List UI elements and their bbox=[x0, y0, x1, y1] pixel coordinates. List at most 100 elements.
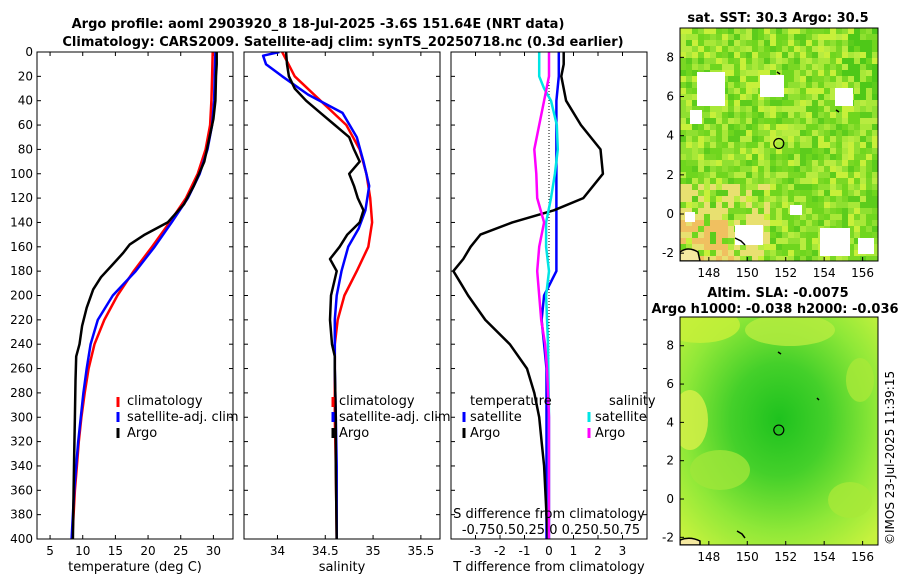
sst-cell bbox=[728, 64, 734, 70]
sst-cell bbox=[704, 196, 710, 202]
sst-cell bbox=[776, 220, 782, 226]
sst-cell bbox=[752, 88, 758, 94]
sst-cell bbox=[776, 226, 782, 232]
depth-tick-label: 180 bbox=[10, 264, 33, 278]
sst-cell bbox=[698, 124, 704, 130]
sst-cell bbox=[710, 244, 716, 250]
sst-cell bbox=[704, 220, 710, 226]
sst-cell bbox=[740, 202, 746, 208]
sst-cell bbox=[872, 28, 878, 34]
sst-cell bbox=[830, 184, 836, 190]
sst-cell bbox=[812, 208, 818, 214]
sst-cell bbox=[800, 160, 806, 166]
sst-cell bbox=[740, 172, 746, 178]
lon-tick-label: 156 bbox=[851, 550, 874, 564]
sst-cell bbox=[866, 94, 872, 100]
depth-tick-label: 340 bbox=[10, 459, 33, 473]
sst-cell bbox=[698, 40, 704, 46]
sst-cell bbox=[734, 40, 740, 46]
sst-cell bbox=[686, 100, 692, 106]
sst-cell bbox=[692, 190, 698, 196]
sst-cell bbox=[758, 112, 764, 118]
sst-cell bbox=[680, 28, 686, 34]
sst-missing-cell bbox=[685, 212, 695, 222]
sst-cell bbox=[812, 82, 818, 88]
s-difference-ticks: -0.750.50.25 0 0.250.50.75 bbox=[462, 523, 640, 538]
sst-cell bbox=[704, 58, 710, 64]
sst-cell bbox=[806, 250, 812, 256]
sst-cell bbox=[866, 208, 872, 214]
sst-cell bbox=[728, 136, 734, 142]
sst-cell bbox=[746, 130, 752, 136]
sst-cell bbox=[764, 190, 770, 196]
sst-cell bbox=[734, 82, 740, 88]
sst-cell bbox=[776, 148, 782, 154]
sst-cell bbox=[818, 28, 824, 34]
sst-cell bbox=[680, 88, 686, 94]
sst-cell bbox=[752, 34, 758, 40]
sst-cell bbox=[680, 166, 686, 172]
sst-cell bbox=[800, 76, 806, 82]
sst-cell bbox=[776, 154, 782, 160]
sst-cell bbox=[776, 232, 782, 238]
sst-cell bbox=[758, 100, 764, 106]
sst-cell bbox=[788, 106, 794, 112]
sst-cell bbox=[746, 256, 752, 261]
sst-cell bbox=[848, 244, 854, 250]
sst-cell bbox=[686, 52, 692, 58]
sst-cell bbox=[752, 190, 758, 196]
sst-cell bbox=[752, 46, 758, 52]
sst-cell bbox=[776, 112, 782, 118]
sst-cell bbox=[680, 52, 686, 58]
sst-cell bbox=[710, 166, 716, 172]
sst-cell bbox=[848, 220, 854, 226]
coastline-shape bbox=[680, 537, 701, 545]
sst-cell bbox=[806, 190, 812, 196]
sst-cell bbox=[788, 46, 794, 52]
sst-cell bbox=[740, 136, 746, 142]
sst-cell bbox=[734, 154, 740, 160]
sst-cell bbox=[752, 214, 758, 220]
sst-cell bbox=[704, 208, 710, 214]
sst-cell bbox=[680, 130, 686, 136]
sst-cell bbox=[824, 142, 830, 148]
sst-cell bbox=[806, 238, 812, 244]
sst-cell bbox=[728, 214, 734, 220]
sst-cell bbox=[728, 256, 734, 261]
sst-cell bbox=[740, 118, 746, 124]
sst-cell bbox=[770, 40, 776, 46]
sst-cell bbox=[812, 58, 818, 64]
sst-cell bbox=[716, 178, 722, 184]
sst-cell bbox=[872, 118, 878, 124]
sst-cell bbox=[740, 88, 746, 94]
sst-cell bbox=[794, 148, 800, 154]
sst-cell bbox=[788, 238, 794, 244]
depth-tick-label: 120 bbox=[10, 191, 33, 205]
title-line-2: Climatology: CARS2009. Satellite-adj cli… bbox=[62, 35, 623, 50]
sst-cell bbox=[842, 220, 848, 226]
sst-cell bbox=[692, 94, 698, 100]
sst-cell bbox=[866, 142, 872, 148]
sst-cell bbox=[788, 124, 794, 130]
sst-missing-cell bbox=[820, 228, 850, 256]
sst-cell bbox=[716, 58, 722, 64]
sst-cell bbox=[680, 34, 686, 40]
sst-cell bbox=[746, 118, 752, 124]
sst-cell bbox=[770, 214, 776, 220]
sst-cell bbox=[698, 184, 704, 190]
sst-cell bbox=[782, 124, 788, 130]
sst-cell bbox=[704, 202, 710, 208]
sst-cell bbox=[770, 124, 776, 130]
sst-cell bbox=[722, 172, 728, 178]
sst-cell bbox=[734, 130, 740, 136]
sst-cell bbox=[698, 238, 704, 244]
sst-cell bbox=[740, 166, 746, 172]
sst-cell bbox=[764, 196, 770, 202]
sst-cell bbox=[866, 172, 872, 178]
sst-cell bbox=[698, 250, 704, 256]
sst-cell bbox=[854, 136, 860, 142]
sst-cell bbox=[698, 172, 704, 178]
sst-cell bbox=[794, 166, 800, 172]
sst-cell bbox=[728, 232, 734, 238]
sst-cell bbox=[812, 76, 818, 82]
